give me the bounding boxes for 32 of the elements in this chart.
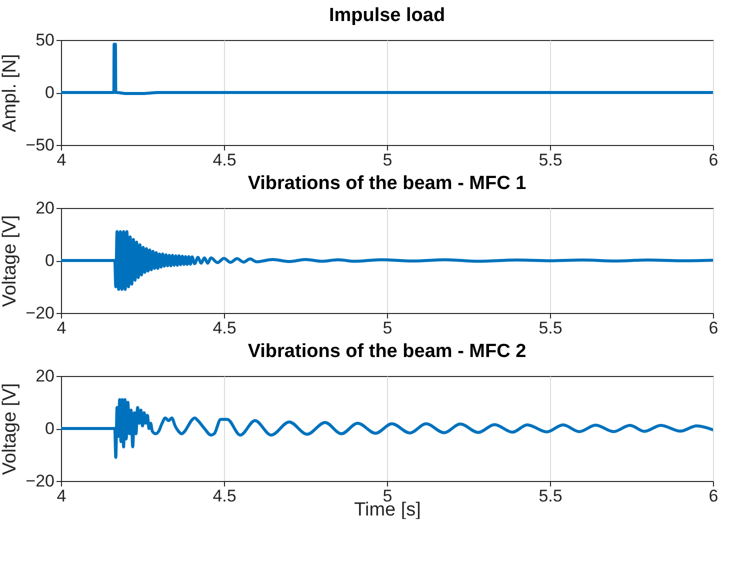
y-axis-title: Ampl. [N] <box>0 54 21 132</box>
x-tick-label: 4 <box>56 318 66 338</box>
x-tick-label: 4.5 <box>212 486 236 506</box>
x-tick-label: 5 <box>382 318 392 338</box>
x-tick-label: 5 <box>382 150 392 170</box>
x-tick-label: 6 <box>708 318 718 338</box>
x-tick-label: 4.5 <box>212 318 236 338</box>
y-tick-label: 20 <box>36 198 54 218</box>
x-tick-label: 5 <box>382 486 392 506</box>
x-tick-label: 5.5 <box>538 486 562 506</box>
y-tick-label: 0 <box>45 83 54 102</box>
chart-title: Vibrations of the beam - MFC 2 <box>248 341 526 362</box>
x-tick-label: 4 <box>56 150 66 170</box>
x-tick-label: 4.5 <box>212 150 236 170</box>
x-tick-label: 4 <box>56 486 66 506</box>
y-tick-label: 0 <box>45 419 54 438</box>
y-tick-label: −20 <box>26 304 54 322</box>
x-tick-label: 5.5 <box>538 150 562 170</box>
x-tick-label: 6 <box>708 150 718 170</box>
x-tick-label: 6 <box>708 486 718 506</box>
y-tick-label: 20 <box>36 366 54 386</box>
y-axis-title: Voltage [V] <box>0 215 21 307</box>
x-tick-label: 5.5 <box>538 318 562 338</box>
chart-title: Vibrations of the beam - MFC 1 <box>248 173 527 194</box>
chart-title: Impulse load <box>328 5 446 26</box>
line-series <box>61 398 713 459</box>
y-tick-label: −50 <box>26 136 54 154</box>
y-tick-label: −20 <box>26 472 54 490</box>
y-tick-label: 0 <box>45 251 54 270</box>
y-tick-label: 50 <box>36 30 54 50</box>
y-axis-title: Voltage [V] <box>0 383 21 475</box>
line-series <box>61 230 713 291</box>
